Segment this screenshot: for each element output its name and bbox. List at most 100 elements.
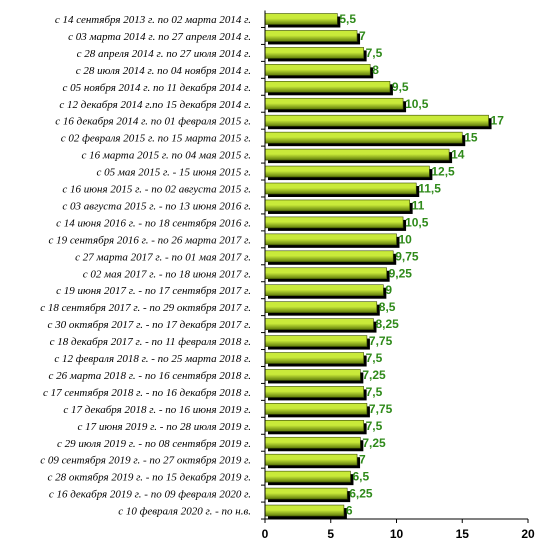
- bar: [264, 470, 351, 483]
- category-label: с 02 мая 2017 г. - по 18 июня 2017 г.: [83, 268, 251, 280]
- category-label: с 03 августа 2015 г. - по 13 июня 2016 г…: [62, 200, 251, 212]
- category-label: с 12 февраля 2018 г. - по 25 марта 2018 …: [54, 353, 251, 365]
- category-label: с 10 февраля 2020 г. - по н.в.: [118, 506, 251, 518]
- bar: [264, 487, 348, 500]
- value-label: 7: [359, 29, 366, 43]
- category-label: с 19 июня 2017 г. - по 17 сентября 2017 …: [56, 285, 251, 297]
- bar: [264, 64, 371, 76]
- category-label: с 28 апреля 2014 г. по 27 июля 2014 г.: [77, 48, 251, 60]
- value-label: 5,5: [339, 12, 356, 26]
- x-axis: 0 5 10 15 20: [261, 10, 535, 541]
- bar: [264, 504, 345, 517]
- category-label: с 29 июля 2019 г. - по 08 сентября 2019 …: [57, 438, 251, 450]
- category-label: с 17 декабря 2018 г. - по 16 июня 2019 г…: [63, 404, 251, 416]
- bar: [264, 403, 368, 415]
- value-label: 7,5: [366, 46, 383, 60]
- category-label: с 16 марта 2015 г. по 04 мая 2015 г.: [81, 150, 251, 162]
- x-tick-label: 5: [327, 527, 334, 541]
- category-label: с 28 июля 2014 г. по 04 ноября 2014 г.: [76, 65, 251, 77]
- value-label: 8: [372, 63, 379, 77]
- bar: [264, 13, 338, 25]
- bar: [264, 165, 430, 178]
- x-tick-label: 15: [456, 527, 470, 541]
- category-label: с 16 декабря 2014 г. по 01 февраля 2015 …: [55, 116, 251, 128]
- value-label: 6,5: [352, 470, 369, 484]
- bar: [264, 419, 364, 432]
- bar: [264, 97, 404, 110]
- value-label: 9,5: [392, 80, 409, 94]
- value-label: 7: [359, 453, 366, 467]
- category-label: с 30 октября 2017 г. - по 17 декабря 201…: [48, 319, 251, 331]
- category-label: с 18 декабря 2017 г. - по 11 февраля 201…: [50, 336, 251, 348]
- x-tick-label: 10: [390, 527, 404, 541]
- value-label: 7,5: [366, 385, 383, 399]
- value-label: 12,5: [431, 165, 455, 179]
- value-label: 8,25: [375, 317, 399, 331]
- category-label: с 03 марта 2014 г. по 27 апреля 2014 г.: [68, 31, 251, 43]
- value-label: 17: [491, 114, 505, 128]
- category-label: с 12 декабря 2014 г.по 15 декабря 2014 г…: [59, 99, 251, 111]
- value-label: 7,25: [362, 436, 386, 450]
- bar: [264, 318, 374, 330]
- value-label: 11: [412, 198, 425, 212]
- bar: [264, 233, 397, 246]
- value-label: 10,5: [405, 215, 429, 229]
- bar: [264, 250, 394, 263]
- bar: [264, 284, 384, 297]
- category-label: с 05 мая 2015 г. - 15 июня 2015 г.: [96, 167, 251, 179]
- value-label: 14: [451, 148, 465, 162]
- bar: [264, 301, 378, 313]
- value-label: 10,5: [405, 97, 429, 111]
- category-label: с 17 сентября 2018 г. - по 16 декабря 20…: [43, 387, 251, 399]
- x-tick-label: 20: [521, 527, 535, 541]
- x-tick-label: 0: [262, 527, 269, 541]
- value-label: 7,25: [362, 368, 386, 382]
- bar: [264, 386, 364, 398]
- value-label: 11,5: [418, 182, 441, 196]
- value-label: 7,75: [369, 402, 393, 416]
- value-label: 9,75: [395, 249, 419, 263]
- value-label: 6,25: [349, 487, 373, 501]
- category-label: с 14 сентября 2013 г. по 02 марта 2014 г…: [55, 14, 251, 26]
- bar: [264, 30, 358, 42]
- value-label: 8,5: [379, 300, 396, 314]
- value-label: 9,25: [389, 266, 413, 280]
- bars-layer: [264, 13, 492, 520]
- value-label: 7,5: [366, 419, 383, 433]
- value-label: 10: [399, 232, 413, 246]
- bar: [264, 199, 410, 212]
- category-label: с 02 февраля 2015 г. по 15 марта 2015 г.: [61, 133, 251, 145]
- value-label: 9: [385, 283, 392, 297]
- bar: [264, 182, 417, 195]
- bar: [264, 369, 361, 381]
- category-label: с 18 сентября 2017 г. - по 29 октября 20…: [40, 302, 251, 314]
- category-label: с 16 июня 2015 г. - по 02 августа 2015 г…: [62, 184, 251, 196]
- bar: [264, 114, 489, 127]
- category-label: с 16 декабря 2019 г. - по 09 февраля 202…: [49, 489, 251, 501]
- value-labels: 5,577,589,510,517151412,511,51110,5109,7…: [339, 12, 504, 518]
- category-label: с 09 сентября 2019 г. - по 27 октября 20…: [40, 455, 251, 467]
- bar: [264, 335, 368, 347]
- bar: [264, 81, 391, 93]
- category-labels: с 14 сентября 2013 г. по 02 марта 2014 г…: [40, 14, 251, 518]
- category-label: с 17 июня 2019 г. - по 28 июля 2019 г.: [77, 421, 251, 433]
- bar: [264, 131, 463, 144]
- category-label: с 05 ноября 2014 г. по 11 декабря 2014 г…: [63, 82, 252, 94]
- category-label: с 19 сентября 2016 г. - по 26 марта 2017…: [48, 234, 251, 246]
- bar: [264, 267, 387, 280]
- category-label: с 14 июня 2016 г. - по 18 сентября 2016 …: [56, 217, 251, 229]
- category-label: с 27 марта 2017 г. - по 01 мая 2017 г.: [75, 251, 251, 263]
- value-label: 7,75: [369, 334, 393, 348]
- bar: [264, 436, 361, 449]
- bar: [264, 148, 450, 161]
- value-label: 15: [464, 131, 478, 145]
- category-label: с 28 октября 2019 г. - по 15 декабря 201…: [48, 472, 251, 484]
- bar: [264, 47, 364, 59]
- bar: [264, 352, 364, 364]
- value-label: 7,5: [366, 351, 383, 365]
- bar: [264, 216, 404, 229]
- value-label: 6: [346, 504, 353, 518]
- category-label: с 26 марта 2018 г. - по 16 сентября 2018…: [48, 370, 251, 382]
- bar: [264, 453, 358, 466]
